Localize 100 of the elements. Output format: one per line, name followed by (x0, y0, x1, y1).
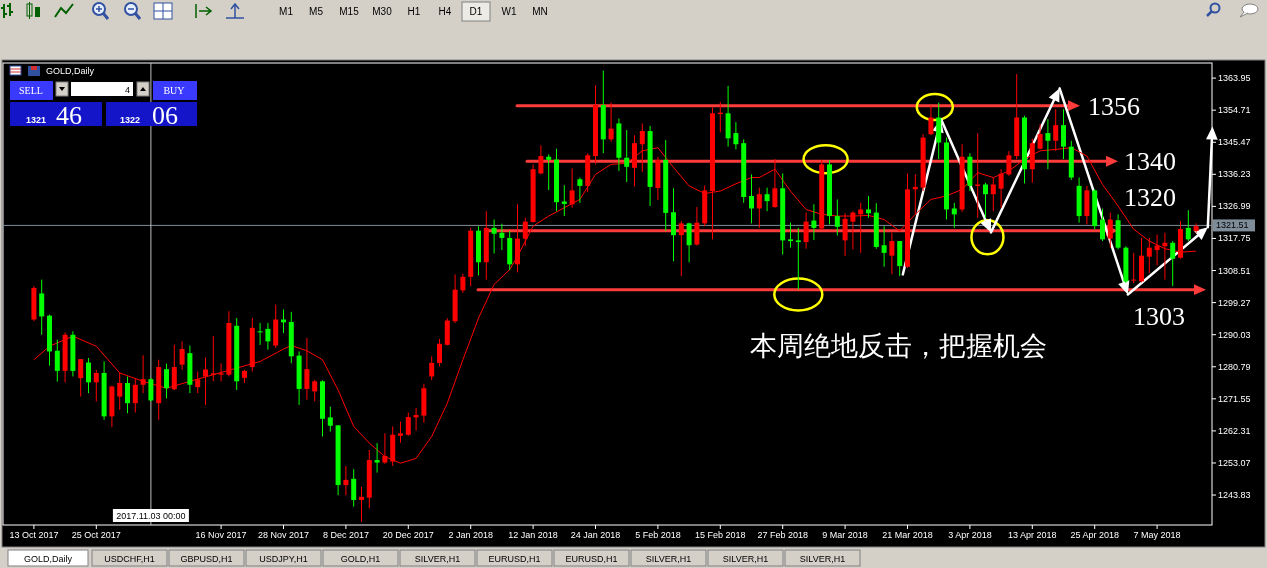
candlestick (764, 187, 770, 212)
ref-line-label: 1340 (1124, 147, 1176, 177)
candlestick (795, 227, 801, 291)
text: GOLD,H1 (340, 554, 381, 564)
candlestick (1100, 208, 1105, 242)
candlestick (374, 442, 380, 474)
candlestick (1193, 222, 1199, 234)
x-tick-label: 9 Mar 2018 (822, 530, 868, 540)
candlestick (788, 222, 793, 249)
candlestick (546, 153, 552, 191)
candlestick (881, 225, 887, 268)
x-tick-label: 13 Apr 2018 (1008, 530, 1057, 540)
candlestick (460, 273, 466, 294)
text: SILVER,H1 (722, 554, 769, 564)
candlestick (140, 354, 146, 394)
crosshair-date-label: 2017.11.03 00:00 (112, 509, 189, 522)
y-tick-label: 1345.47 (1218, 137, 1251, 148)
y-tick-label: 1317.75 (1218, 233, 1251, 244)
candlestick (1006, 150, 1012, 177)
annotation: 1321 (26, 115, 47, 125)
candlestick (86, 357, 91, 394)
x-tick-label: 8 Dec 2017 (322, 530, 369, 540)
annotation: 2017.11.03 00:00 (116, 511, 186, 521)
candlestick (265, 322, 271, 351)
candlestick (678, 220, 684, 277)
annotation: 46 (56, 101, 82, 130)
text: SILVER,H1 (414, 554, 461, 564)
candlestick (842, 212, 848, 257)
text: USDCHF,H1 (104, 554, 155, 564)
ref-line-label: 1321.51 (1216, 220, 1249, 231)
y-tick-label: 1271.55 (1218, 393, 1251, 404)
x-tick-label: 13 Oct 2017 (9, 530, 59, 540)
y-tick-label: 1262.31 (1218, 425, 1251, 436)
candlestick (1061, 108, 1066, 160)
x-tick-label: 25 Oct 2017 (71, 530, 121, 540)
y-tick-label: 1280.79 (1218, 361, 1251, 372)
candlestick (93, 369, 99, 402)
buy-button: BUY (153, 81, 197, 100)
x-tick-label: 7 May 2018 (1133, 530, 1181, 540)
candlestick (889, 232, 895, 275)
candlestick (522, 217, 528, 247)
y-tick-label: 1363.95 (1218, 73, 1251, 84)
candlestick (850, 210, 856, 250)
text: GOLD,Daily (23, 554, 73, 564)
text: M30 (372, 6, 393, 17)
candlestick (858, 202, 864, 254)
annotation: 06 (152, 101, 178, 130)
candlestick (834, 198, 840, 237)
candlestick (694, 206, 700, 247)
candlestick (351, 468, 357, 508)
candlestick (343, 465, 349, 496)
candlestick (803, 212, 809, 250)
candlestick (772, 158, 778, 209)
candlestick (437, 338, 442, 367)
candlestick (78, 358, 84, 398)
x-tick-label: 2 Jan 2018 (448, 530, 493, 540)
text: H1 (407, 6, 421, 17)
number-field: 4 (71, 82, 133, 96)
text: M15 (339, 6, 360, 17)
x-tick-label: 12 Jan 2018 (508, 530, 558, 540)
ref-line-label: 1356 (1088, 91, 1140, 121)
x-tick-label: 5 Feb 2018 (635, 530, 681, 540)
candlestick (538, 144, 544, 175)
text: M1 (279, 6, 294, 17)
candlestick (148, 377, 154, 402)
candlestick (608, 102, 614, 143)
y-tick-label: 1299.27 (1218, 297, 1251, 308)
candlestick (218, 362, 224, 382)
x-tick-label: 3 Apr 2018 (948, 530, 992, 540)
candlestick (359, 486, 364, 523)
candlestick (171, 344, 177, 391)
text: EURUSD,H1 (488, 554, 541, 564)
candlestick (179, 340, 185, 371)
text: EURUSD,H1 (565, 554, 618, 564)
candlestick (811, 203, 817, 241)
y-tick-label: 1290.03 (1218, 329, 1251, 340)
y-tick-label: 1326.99 (1218, 201, 1251, 212)
candlestick (312, 379, 318, 402)
candlestick (304, 337, 310, 401)
candlestick (132, 377, 138, 414)
candlestick (624, 129, 630, 183)
candlestick (1146, 237, 1152, 274)
candlestick (1045, 118, 1051, 170)
candlestick (491, 219, 497, 255)
x-tick-label: 21 Mar 2018 (882, 530, 933, 540)
annotation: 4 (124, 85, 130, 95)
candlestick (671, 187, 676, 262)
y-tick-label: 1253.07 (1218, 457, 1251, 468)
candlestick (210, 335, 216, 382)
candlestick (54, 339, 60, 383)
candlestick (1185, 209, 1191, 242)
candlestick (164, 363, 169, 399)
candlestick (951, 202, 957, 229)
candlestick (429, 355, 435, 381)
candlestick (866, 195, 871, 219)
candlestick (117, 372, 123, 411)
candlestick (733, 121, 739, 150)
candlestick (195, 371, 201, 394)
candlestick (928, 105, 934, 136)
candlestick (39, 279, 45, 336)
